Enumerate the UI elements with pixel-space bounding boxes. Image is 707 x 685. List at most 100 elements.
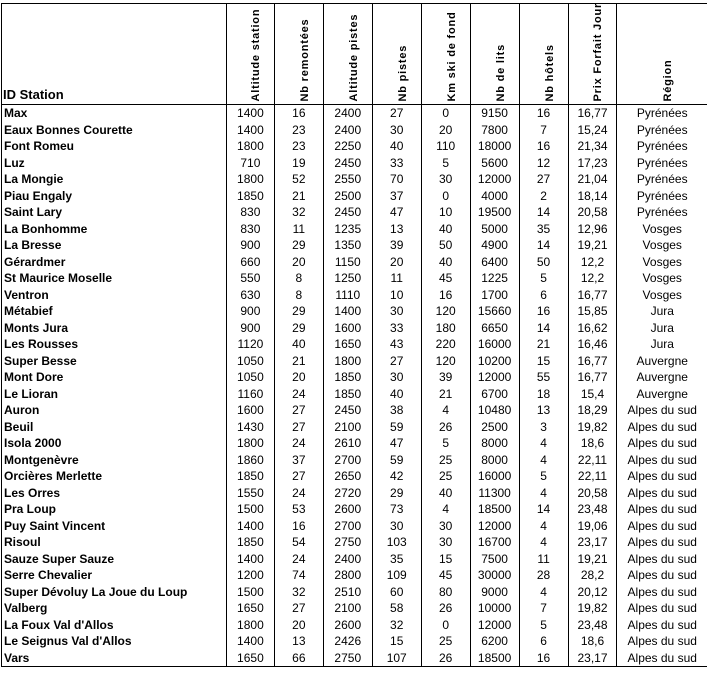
region-cell[interactable]: Alpes du sud	[616, 501, 707, 518]
value-cell[interactable]: 24	[273, 435, 324, 452]
value-cell[interactable]: 1500	[225, 501, 275, 518]
region-cell[interactable]: Alpes du sud	[616, 600, 707, 617]
region-cell[interactable]: Jura	[616, 319, 707, 336]
value-cell[interactable]: 2510	[322, 583, 373, 600]
value-cell[interactable]: 18,6	[567, 633, 617, 650]
region-cell[interactable]: Alpes du sud	[616, 550, 707, 567]
value-cell[interactable]: 27	[371, 104, 422, 122]
value-cell[interactable]: 60	[371, 583, 422, 600]
value-cell[interactable]: 26	[420, 418, 471, 435]
column-header[interactable]: Région	[616, 3, 707, 105]
value-cell[interactable]: 4	[518, 517, 569, 534]
value-cell[interactable]: 2426	[322, 633, 373, 650]
value-cell[interactable]: 19500	[469, 204, 520, 221]
value-cell[interactable]: 4900	[469, 237, 520, 254]
value-cell[interactable]: 2750	[322, 534, 373, 551]
value-cell[interactable]: 1050	[225, 352, 275, 369]
value-cell[interactable]: 1225	[469, 270, 520, 287]
column-header[interactable]: Nb pistes	[371, 3, 422, 105]
value-cell[interactable]: 30	[420, 171, 471, 188]
region-cell[interactable]: Vosges	[616, 220, 707, 237]
region-cell[interactable]: Vosges	[616, 237, 707, 254]
value-cell[interactable]: 12,2	[567, 253, 617, 270]
value-cell[interactable]: 2600	[322, 501, 373, 518]
region-cell[interactable]: Pyrénées	[616, 104, 707, 122]
value-cell[interactable]: 1400	[225, 633, 275, 650]
value-cell[interactable]: 18500	[469, 501, 520, 518]
station-name-cell[interactable]: Auron	[1, 402, 227, 419]
value-cell[interactable]: 710	[225, 154, 275, 171]
value-cell[interactable]: 8000	[469, 451, 520, 468]
value-cell[interactable]: 1350	[322, 237, 373, 254]
region-cell[interactable]: Alpes du sud	[616, 583, 707, 600]
value-cell[interactable]: 40	[371, 138, 422, 155]
value-cell[interactable]: 1650	[225, 649, 275, 667]
value-cell[interactable]: 14	[518, 237, 569, 254]
column-header[interactable]: Nb hôtels	[518, 3, 569, 105]
region-cell[interactable]: Vosges	[616, 270, 707, 287]
value-cell[interactable]: 5	[420, 435, 471, 452]
value-cell[interactable]: 24	[273, 385, 324, 402]
station-name-cell[interactable]: Orcières Merlette	[1, 468, 227, 485]
value-cell[interactable]: 13	[371, 220, 422, 237]
value-cell[interactable]: 27	[371, 352, 422, 369]
value-cell[interactable]: 14	[518, 319, 569, 336]
value-cell[interactable]: 53	[273, 501, 324, 518]
value-cell[interactable]: 35	[518, 220, 569, 237]
value-cell[interactable]: 900	[225, 303, 275, 320]
value-cell[interactable]: 19,82	[567, 600, 617, 617]
value-cell[interactable]: 900	[225, 237, 275, 254]
value-cell[interactable]: 6200	[469, 633, 520, 650]
value-cell[interactable]: 16	[518, 303, 569, 320]
value-cell[interactable]: 0	[420, 616, 471, 633]
region-cell[interactable]: Jura	[616, 303, 707, 320]
station-name-cell[interactable]: Gérardmer	[1, 253, 227, 270]
value-cell[interactable]: 12,2	[567, 270, 617, 287]
value-cell[interactable]: 1430	[225, 418, 275, 435]
value-cell[interactable]: 1150	[322, 253, 373, 270]
region-cell[interactable]: Pyrénées	[616, 138, 707, 155]
value-cell[interactable]: 2450	[322, 204, 373, 221]
value-cell[interactable]: 1800	[225, 616, 275, 633]
value-cell[interactable]: 70	[371, 171, 422, 188]
value-cell[interactable]: 32	[273, 204, 324, 221]
value-cell[interactable]: 42	[371, 468, 422, 485]
region-cell[interactable]: Auvergne	[616, 352, 707, 369]
value-cell[interactable]: 2500	[469, 418, 520, 435]
value-cell[interactable]: 12,96	[567, 220, 617, 237]
value-cell[interactable]: 5600	[469, 154, 520, 171]
value-cell[interactable]: 1850	[322, 385, 373, 402]
value-cell[interactable]: 1160	[225, 385, 275, 402]
column-header[interactable]: Km ski de fond	[420, 3, 471, 105]
value-cell[interactable]: 11300	[469, 484, 520, 501]
value-cell[interactable]: 2250	[322, 138, 373, 155]
value-cell[interactable]: 14	[518, 204, 569, 221]
value-cell[interactable]: 12	[518, 154, 569, 171]
value-cell[interactable]: 1550	[225, 484, 275, 501]
value-cell[interactable]: 23,48	[567, 616, 617, 633]
station-name-cell[interactable]: Puy Saint Vincent	[1, 517, 227, 534]
value-cell[interactable]: 2400	[322, 550, 373, 567]
region-cell[interactable]: Alpes du sud	[616, 484, 707, 501]
value-cell[interactable]: 40	[371, 385, 422, 402]
value-cell[interactable]: 7	[518, 600, 569, 617]
column-header[interactable]: ID Station	[1, 3, 227, 105]
value-cell[interactable]: 12000	[469, 369, 520, 386]
value-cell[interactable]: 40	[420, 220, 471, 237]
region-cell[interactable]: Alpes du sud	[616, 451, 707, 468]
value-cell[interactable]: 19,21	[567, 550, 617, 567]
value-cell[interactable]: 4000	[469, 187, 520, 204]
value-cell[interactable]: 30	[371, 369, 422, 386]
value-cell[interactable]: 23,17	[567, 534, 617, 551]
value-cell[interactable]: 1600	[225, 402, 275, 419]
station-name-cell[interactable]: Monts Jura	[1, 319, 227, 336]
value-cell[interactable]: 1700	[469, 286, 520, 303]
value-cell[interactable]: 16000	[469, 468, 520, 485]
value-cell[interactable]: 5	[518, 270, 569, 287]
value-cell[interactable]: 30	[371, 517, 422, 534]
station-name-cell[interactable]: Piau Engaly	[1, 187, 227, 204]
value-cell[interactable]: 2	[518, 187, 569, 204]
value-cell[interactable]: 2720	[322, 484, 373, 501]
value-cell[interactable]: 1860	[225, 451, 275, 468]
value-cell[interactable]: 9000	[469, 583, 520, 600]
